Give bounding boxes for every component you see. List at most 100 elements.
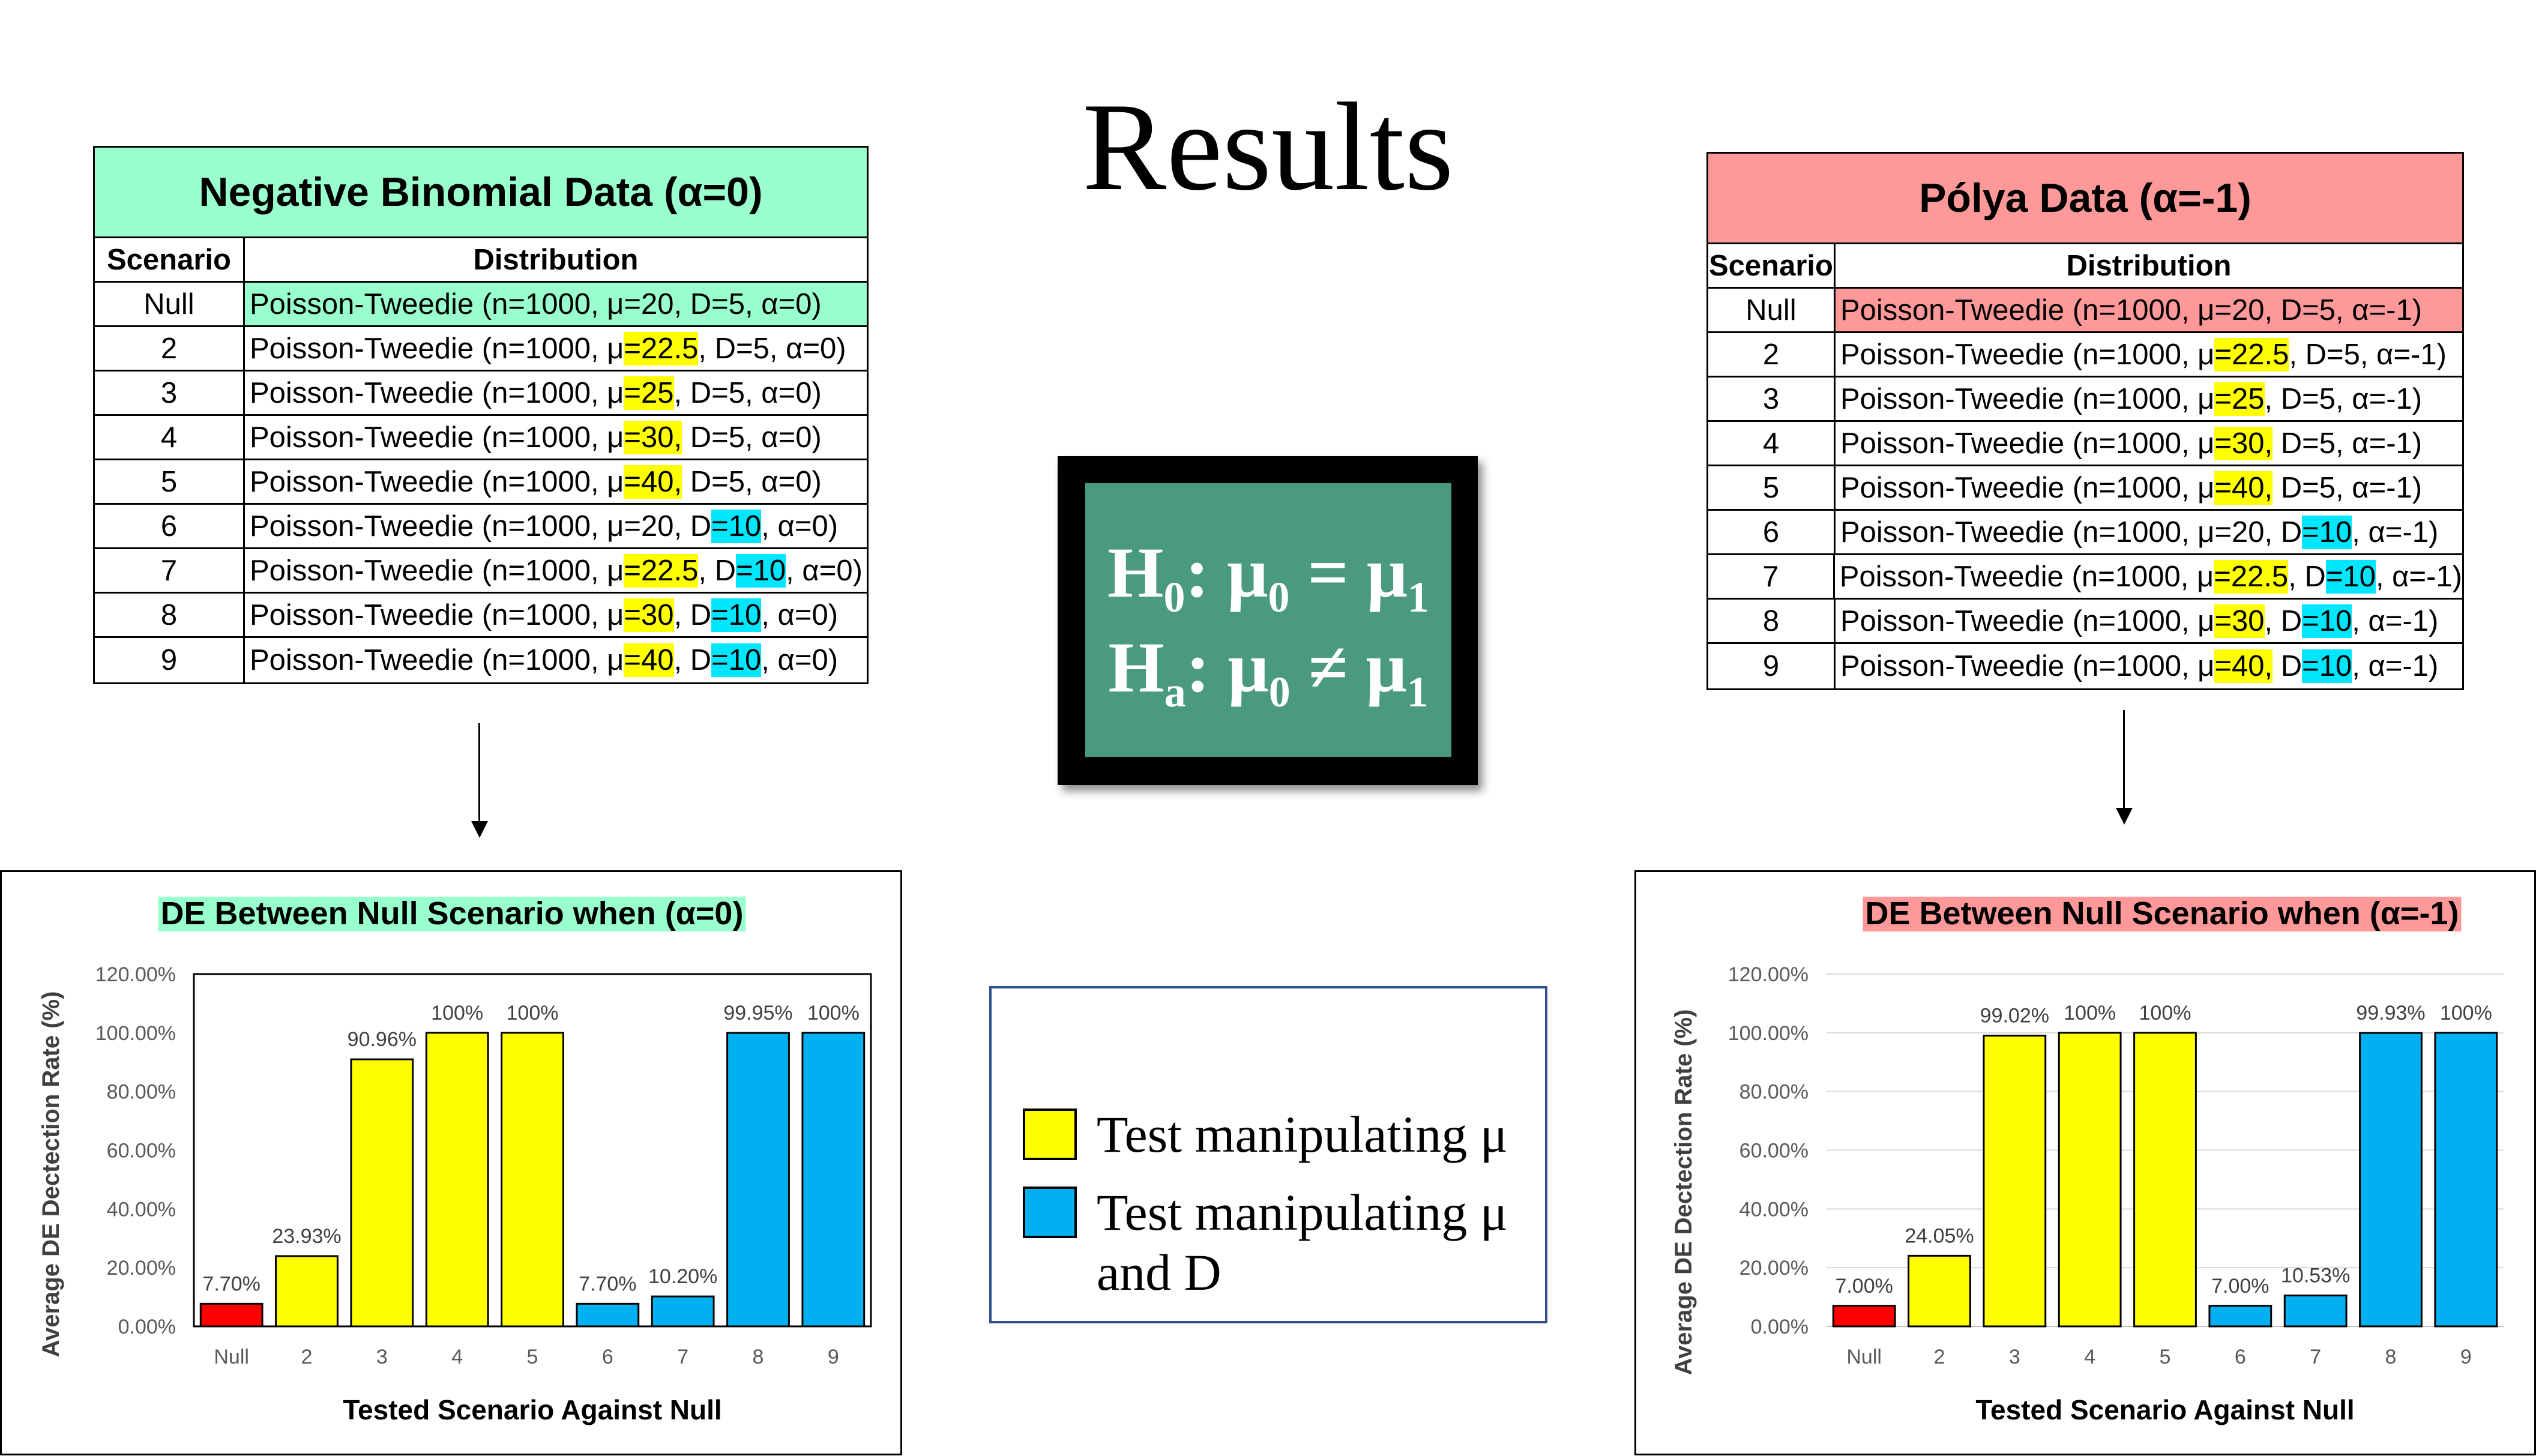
chart-alpha-0: DE Between Null Scenario when (α=0) 0.00%… [0, 870, 902, 1455]
data-label: 99.02% [1980, 1005, 2049, 1027]
y-tick-label: 20.00% [107, 1257, 176, 1280]
x-tick-label: Null [1846, 1346, 1882, 1368]
highlighted-parameter: =30 [2214, 604, 2265, 638]
highlighted-parameter: =30, [624, 420, 682, 454]
y-tick-label: 0.00% [118, 1316, 176, 1338]
bar [2133, 1032, 2197, 1328]
distribution-text: , α=-1) [2375, 560, 2462, 593]
table-row: 7 Poisson-Tweedie (n=1000, μ =22.5, D =10, … [1708, 555, 2462, 600]
distribution-cell: Poisson-Tweedie (n=1000, μ =40, D=5, α=0) [245, 460, 867, 503]
table-row: 6 Poisson-Tweedie (n=1000, μ=20, D =10, α=… [1708, 511, 2462, 555]
chart-alpha-neg1: DE Between Null Scenario when (α=-1) 0.00… [1634, 870, 2536, 1455]
scenario-cell: 6 [95, 505, 245, 547]
highlighted-parameter: =25 [2214, 382, 2265, 416]
scenario-cell: 4 [1708, 422, 1836, 465]
distribution-text: , α=-1) [2352, 516, 2439, 549]
distribution-cell: Poisson-Tweedie (n=1000, μ =22.5, D=5, α=… [245, 327, 867, 370]
bar [1908, 1254, 1971, 1328]
distribution-cell: Poisson-Tweedie (n=1000, μ =30, D =10, α=0… [245, 594, 867, 636]
chart-alpha-neg1-plot: DE Between Null Scenario when (α=-1) 0.00… [1670, 895, 2504, 1425]
table-row: 8 Poisson-Tweedie (n=1000, μ =30, D =10, α=… [95, 594, 867, 638]
x-tick-label: Null [214, 1346, 249, 1368]
distribution-text: Poisson-Tweedie (n=1000, μ=20, D [1840, 516, 2303, 549]
distribution-cell: Poisson-Tweedie (n=1000, μ=20, D=5, α=-1… [1836, 289, 2462, 331]
scenario-cell: 6 [1708, 511, 1836, 553]
x-tick-label: 8 [753, 1346, 764, 1368]
distribution-text: , D=5, α=-1) [2289, 338, 2447, 371]
table-row: Null Poisson-Tweedie (n=1000, μ=20, D=5, … [1708, 289, 2462, 333]
distribution-text: , α=0) [761, 510, 839, 543]
highlighted-parameter: =22.5 [624, 331, 699, 366]
legend-swatch-mu [1023, 1109, 1077, 1160]
x-tick-label: 5 [2160, 1346, 2171, 1368]
scenario-cell: 3 [1708, 378, 1836, 420]
x-tick-label: 5 [527, 1346, 538, 1368]
column-header-scenario: Scenario [95, 238, 245, 281]
data-label: 7.70% [202, 1272, 260, 1295]
distribution-text: Poisson-Tweedie (n=1000, μ [250, 332, 624, 365]
table-row: 3 Poisson-Tweedie (n=1000, μ =25, D=5, α=-… [1708, 378, 2462, 422]
distribution-cell: Poisson-Tweedie (n=1000, μ =30, D=5, α=0) [245, 416, 867, 459]
scenario-cell: 8 [1708, 600, 1836, 642]
distribution-text: , D=5, α=-1) [2264, 382, 2423, 415]
chart-title-highlight [1863, 897, 2462, 931]
scenario-cell: 9 [1708, 644, 1836, 688]
highlighted-parameter: =40 [624, 643, 674, 677]
distribution-cell: Poisson-Tweedie (n=1000, μ =40, D =10, α=-… [1836, 644, 2462, 688]
y-tick-label: 80.00% [107, 1081, 176, 1104]
y-tick-label: 120.00% [1728, 963, 1809, 986]
distribution-cell: Poisson-Tweedie (n=1000, μ=20, D =10, α=-… [1836, 511, 2462, 553]
table-row: 7 Poisson-Tweedie (n=1000, μ =22.5, D =10, … [95, 549, 867, 594]
y-tick-label: 40.00% [1739, 1198, 1809, 1221]
x-tick-label: 7 [677, 1346, 688, 1368]
chart-title: DE Between Null Scenario when (α=-1) [1866, 895, 2459, 931]
x-tick-label: 4 [451, 1346, 463, 1368]
distribution-text: D=5, α=-1) [2272, 427, 2423, 460]
arrow-down-icon [471, 821, 488, 838]
highlighted-parameter: =10 [2302, 515, 2352, 549]
table-row: 4 Poisson-Tweedie (n=1000, μ =30, D=5, α=0… [95, 416, 867, 460]
data-label: 7.70% [579, 1272, 636, 1295]
bar [1832, 1305, 1896, 1328]
y-tick-label: 100.00% [1728, 1022, 1809, 1045]
scenario-cell: 5 [95, 460, 245, 503]
data-label: 100% [2139, 1002, 2191, 1024]
distribution-cell: Poisson-Tweedie (n=1000, μ =25, D=5, α=-1… [1836, 378, 2462, 420]
data-label: 24.05% [1905, 1224, 1974, 1247]
table-row: 4 Poisson-Tweedie (n=1000, μ =30, D=5, α=-… [1708, 422, 2462, 466]
table-body: Null Poisson-Tweedie (n=1000, μ=20, D=5, … [95, 283, 867, 682]
distribution-text: Poisson-Tweedie (n=1000, μ [1839, 560, 2214, 593]
y-axis-label: Average DE Dectection Rate (%) [1670, 1009, 1697, 1376]
distribution-cell: Poisson-Tweedie (n=1000, μ =40, D=5, α=-1… [1836, 466, 2462, 509]
arrow-down-icon [2116, 808, 2133, 825]
table-title: Pólya Data (α=-1) [1708, 154, 2462, 244]
bar [2359, 1032, 2423, 1328]
table-header-row: Scenario Distribution [95, 238, 867, 283]
distribution-text: , α=0) [761, 598, 839, 631]
x-tick-label: 2 [1934, 1346, 1945, 1368]
data-label: 99.95% [723, 1002, 792, 1024]
highlighted-parameter: =25 [624, 376, 674, 410]
x-tick-label: 9 [2460, 1346, 2472, 1368]
highlighted-parameter: =10 [2302, 649, 2352, 683]
x-tick-label: 6 [602, 1346, 613, 1368]
highlighted-parameter: =22.5 [2214, 337, 2289, 372]
distribution-text: Poisson-Tweedie (n=1000, μ [250, 598, 624, 631]
distribution-text: Poisson-Tweedie (n=1000, μ [250, 554, 624, 587]
highlighted-parameter: =30 [624, 598, 674, 632]
distribution-cell: Poisson-Tweedie (n=1000, μ =40, D =10, α=0… [245, 638, 867, 682]
distribution-text: Poisson-Tweedie (n=1000, μ [1840, 427, 2215, 460]
highlighted-parameter: =10 [2302, 604, 2352, 638]
table-row: 5 Poisson-Tweedie (n=1000, μ =40, D=5, α=-… [1708, 466, 2462, 511]
bar [501, 1032, 564, 1328]
bar [801, 1032, 866, 1328]
y-tick-label: 60.00% [1739, 1140, 1809, 1163]
x-tick-label: 4 [2084, 1346, 2095, 1368]
data-label: 10.53% [2281, 1264, 2350, 1287]
x-tick-label: 2 [301, 1346, 313, 1368]
highlighted-parameter: =10 [2325, 559, 2376, 594]
table-row: 5 Poisson-Tweedie (n=1000, μ =40, D=5, α=0… [95, 460, 867, 505]
column-header-distribution: Distribution [2066, 249, 2232, 282]
highlighted-parameter: =22.5 [2214, 559, 2289, 594]
highlighted-parameter: =10 [711, 509, 762, 543]
